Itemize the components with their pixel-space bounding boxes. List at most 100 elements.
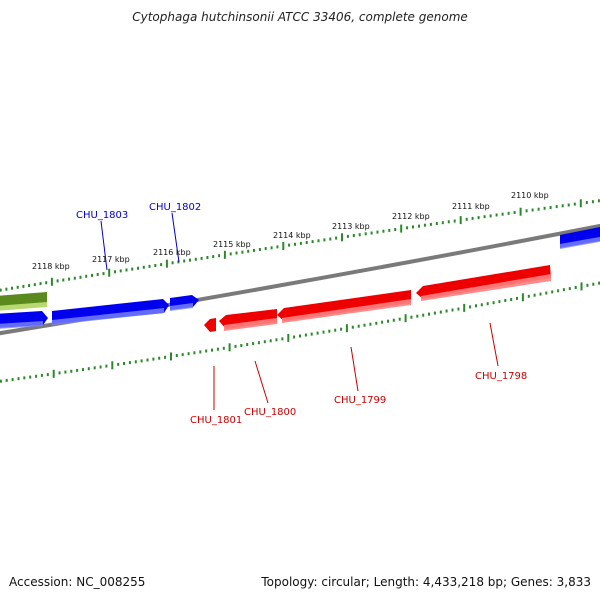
reverse-gene-labels: CHU_1801 CHU_1800 CHU_1799 CHU_1798 <box>190 322 527 426</box>
minor-tick <box>387 319 389 323</box>
minor-tick <box>293 335 296 339</box>
gene-label-chu-1800: CHU_1800 <box>244 407 296 418</box>
forward-gene[interactable] <box>0 311 48 329</box>
minor-tick <box>258 248 261 251</box>
minor-tick <box>39 282 42 286</box>
major-tick <box>404 314 407 323</box>
minor-tick <box>335 236 338 240</box>
minor-tick <box>40 373 43 377</box>
minor-tick <box>469 305 472 309</box>
minor-tick <box>310 332 313 336</box>
minor-tick <box>561 204 564 208</box>
green-feature <box>0 292 47 311</box>
minor-tick <box>543 206 546 210</box>
minor-tick <box>140 359 143 363</box>
minor-tick <box>376 230 379 234</box>
kbp-label: 2114 kbp <box>273 231 311 240</box>
minor-tick <box>316 331 319 335</box>
minor-tick <box>567 203 570 207</box>
forward-gene-chu-1803[interactable] <box>52 299 169 325</box>
minor-tick <box>76 368 79 372</box>
minor-tick <box>0 379 2 383</box>
minor-tick <box>99 365 102 369</box>
major-tick <box>111 361 114 370</box>
minor-tick <box>102 272 105 276</box>
minor-tick <box>154 264 157 267</box>
major-tick <box>223 250 226 259</box>
major-tick <box>228 343 231 352</box>
minor-tick <box>235 251 238 255</box>
minor-tick <box>392 318 395 322</box>
reverse-gene-chu-1799[interactable] <box>277 290 411 323</box>
minor-tick <box>475 304 477 308</box>
minor-tick <box>93 366 96 370</box>
major-tick <box>52 369 55 378</box>
minor-tick <box>304 333 307 337</box>
minor-tick <box>247 249 250 253</box>
minor-tick <box>216 347 219 351</box>
minor-tick <box>82 368 84 372</box>
reverse-gene-chu-1800[interactable] <box>219 309 277 331</box>
minor-tick <box>152 357 155 361</box>
minor-tick <box>406 226 409 230</box>
map-title: Cytophaga hutchinsonii ATCC 33406, compl… <box>132 10 468 24</box>
minor-tick <box>586 283 589 287</box>
minor-tick <box>311 240 314 244</box>
minor-tick <box>451 308 454 312</box>
minor-tick <box>545 291 548 295</box>
leader-line <box>254 360 269 404</box>
forward-gene-chu-1802[interactable] <box>170 295 199 311</box>
reverse-gene-chu-1801[interactable] <box>204 318 216 332</box>
minor-tick <box>73 276 76 280</box>
leader-line <box>171 212 180 263</box>
minor-tick <box>11 286 13 290</box>
minor-tick <box>23 376 26 380</box>
major-tick <box>287 333 290 342</box>
minor-tick <box>240 344 243 347</box>
minor-tick <box>439 310 442 314</box>
kbp-label: 2118 kbp <box>32 262 70 271</box>
minor-tick <box>270 246 273 250</box>
minor-tick <box>334 328 337 332</box>
minor-tick <box>294 242 296 246</box>
major-tick <box>521 293 524 302</box>
minor-tick <box>171 261 174 265</box>
minor-tick <box>537 207 540 211</box>
minor-tick <box>447 220 450 224</box>
minor-tick <box>142 265 145 269</box>
minor-tick <box>539 292 542 296</box>
minor-tick <box>187 352 190 356</box>
minor-tick <box>177 260 180 264</box>
minor-tick <box>483 215 486 219</box>
major-tick <box>50 277 53 286</box>
minor-tick <box>105 364 108 368</box>
minor-tick <box>412 225 414 229</box>
minor-tick <box>513 211 516 214</box>
minor-tick <box>465 217 468 221</box>
outer-tick-track <box>0 199 600 292</box>
major-tick <box>459 216 462 225</box>
reverse-gene-chu-1798[interactable] <box>416 265 551 301</box>
major-tick <box>170 352 172 361</box>
minor-tick <box>35 374 38 378</box>
minor-tick <box>288 243 291 247</box>
kbp-labels: 2118 kbp 2117 kbp 2116 kbp 2115 kbp 2114… <box>32 191 549 271</box>
minor-tick <box>410 315 413 319</box>
gene-label-chu-1798: CHU_1798 <box>475 371 527 382</box>
minor-tick <box>317 239 320 243</box>
leader-line <box>100 220 108 271</box>
minor-tick <box>299 334 301 338</box>
minor-tick <box>492 301 495 305</box>
minor-tick <box>46 373 49 377</box>
major-tick <box>341 233 343 242</box>
minor-tick <box>457 307 460 311</box>
major-tick <box>345 324 348 333</box>
minor-tick <box>252 342 255 346</box>
minor-tick <box>323 238 326 242</box>
forward-gene-right[interactable] <box>560 226 600 249</box>
minor-tick <box>117 362 120 366</box>
minor-tick <box>507 211 510 215</box>
minor-tick <box>17 377 20 381</box>
minor-tick <box>422 313 425 317</box>
minor-tick <box>58 371 61 375</box>
